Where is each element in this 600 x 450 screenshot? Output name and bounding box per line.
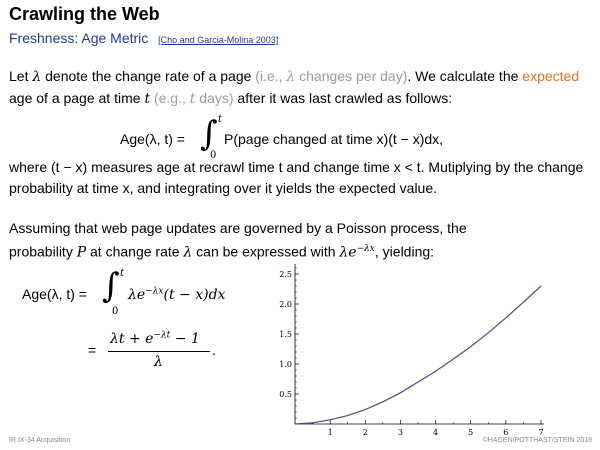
integral-sign: ∫ [200,114,218,154]
poisson-line-2: probability P at change rate λ can be ex… [9,243,435,261]
fraction-denominator: λ [154,354,163,370]
y-tick-label: 1.5 [279,330,292,339]
y-tick-label: 2.5 [279,270,292,279]
formula-lhs: Age(λ, t) = [120,131,185,147]
x-tick-label: 6 [503,428,508,437]
x-tick-label: 5 [468,428,473,437]
time-symbol: t [144,91,151,107]
integral-lower: 0 [112,306,119,317]
slide-subtitle: Freshness: Age Metric [Cho and Garcia-Mo… [9,30,278,46]
lambda-symbol: λ [32,69,42,85]
y-tick-label: 2.0 [279,300,292,309]
formula-body: P(page changed at time x)(t − x)dx, [224,131,444,147]
intro-text: Let [9,68,33,84]
x-tick-label: 3 [398,428,403,437]
footer-right: ©HAGEN/POTTHAST/STEIN 2018 [482,437,592,444]
formula2-lhs: Age(λ, t) = [22,286,87,302]
intro-text: . We calculate the [407,68,523,84]
eg-note: (e.g., t days) [150,90,234,107]
fraction-numerator: λt + e−λt − 1 [110,330,200,347]
intro-paragraph: Let λ denote the change rate of a page (… [9,66,593,110]
integrand: λe−λx(t − x)dx [128,286,226,303]
expected-highlight: expected [522,68,580,84]
intro-text: age of a page at time [9,90,145,106]
age-integral-formula: Age(λ, t) = ∫ t 0 P(page changed at time… [120,114,500,164]
intro-text: denote the change rate of a page [41,68,256,84]
age-closed-form-formula: Age(λ, t) = ∫ t 0 λe−λx(t − x)dx = λt + … [22,266,262,382]
poisson-line-1: Assuming that web page updates are gover… [9,220,467,236]
formula-period: . [212,342,216,358]
integral-upper: t [218,114,223,125]
intro-text: after it was last crawled as follows: [233,90,453,106]
slide-title: Crawling the Web [9,4,160,24]
poisson-paragraph: Assuming that web page updates are gover… [9,218,593,264]
integral-sign: ∫ [102,266,120,306]
ie-note: (i.e., λ changes per day) [255,68,408,85]
fraction-bar [108,351,210,352]
integral-upper: t [120,268,125,279]
subtitle-text: Freshness: Age Metric [9,30,149,46]
x-tick-label: 2 [363,428,368,437]
y-tick-label: 0.5 [279,390,292,399]
explanation-paragraph: where (t − x) measures age at recrawl ti… [9,159,584,196]
y-tick-label: 1.0 [279,360,292,369]
x-tick-label: 1 [328,428,333,437]
age-curve [294,285,542,425]
x-tick-label: 4 [433,428,438,437]
x-tick-label: 7 [538,428,543,437]
footer-left: IR:IX-34 Acquisition [9,437,71,444]
integral-lower: 0 [210,150,217,161]
citation-link[interactable]: [Cho and Garcia-Molina 2003] [158,35,279,45]
equals-sign: = [88,342,97,358]
